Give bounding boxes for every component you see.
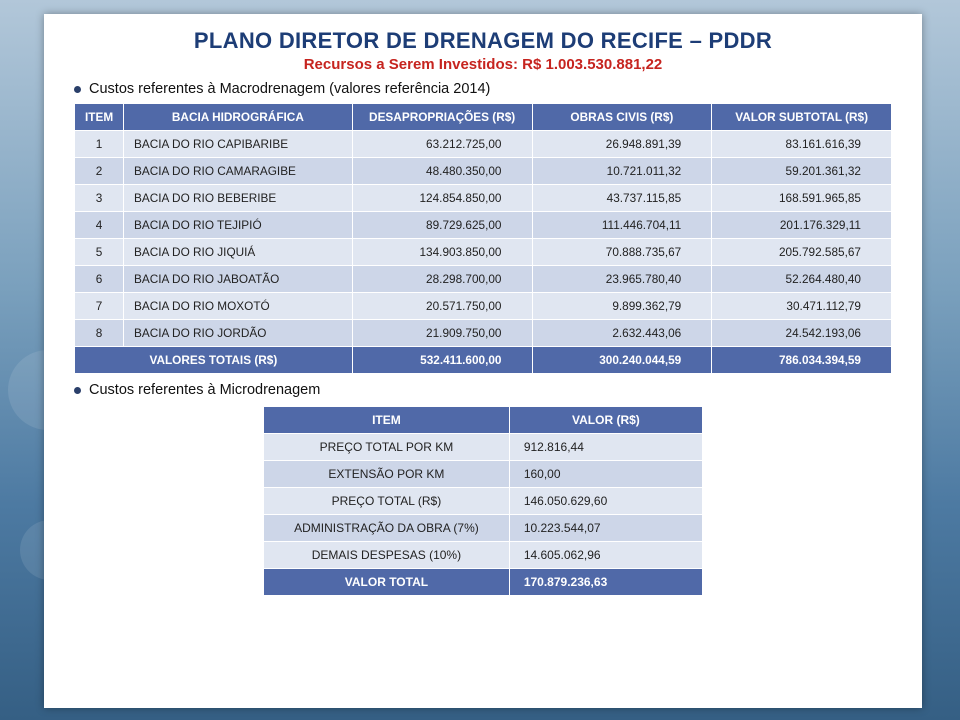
cell-name: BACIA DO RIO JORDÃO — [124, 320, 353, 347]
page-title: PLANO DIRETOR DE DRENAGEM DO RECIFE – PD… — [74, 28, 892, 54]
cell-v3: 168.591.965,85 — [712, 185, 892, 212]
cell-v1: 20.571.750,00 — [352, 293, 532, 320]
table-row: PREÇO TOTAL (R$) 146.050.629,60 — [264, 488, 703, 515]
micro-col-item: ITEM — [264, 407, 510, 434]
macro-bullet-label: Custos referentes à Macrodrenagem (valor… — [89, 81, 490, 97]
cell-v1: 63.212.725,00 — [352, 131, 532, 158]
micro-total-value: 170.879.236,63 — [509, 569, 702, 596]
table-row: 3 BACIA DO RIO BEBERIBE 124.854.850,00 4… — [75, 185, 892, 212]
micro-total-label: VALOR TOTAL — [264, 569, 510, 596]
cell-v1: 134.903.850,00 — [352, 239, 532, 266]
micro-value: 146.050.629,60 — [509, 488, 702, 515]
cell-v3: 24.542.193,06 — [712, 320, 892, 347]
col-desap: DESAPROPRIAÇÕES (R$) — [352, 104, 532, 131]
cell-v3: 201.176.329,11 — [712, 212, 892, 239]
col-basin: BACIA HIDROGRÁFICA — [124, 104, 353, 131]
cell-v1: 28.298.700,00 — [352, 266, 532, 293]
cell-v3: 30.471.112,79 — [712, 293, 892, 320]
table-row: 6 BACIA DO RIO JABOATÃO 28.298.700,00 23… — [75, 266, 892, 293]
cell-item: 8 — [75, 320, 124, 347]
cell-item: 7 — [75, 293, 124, 320]
micro-col-value: VALOR (R$) — [509, 407, 702, 434]
table-row: DEMAIS DESPESAS (10%) 14.605.062,96 — [264, 542, 703, 569]
table-row: ADMINISTRAÇÃO DA OBRA (7%) 10.223.544,07 — [264, 515, 703, 542]
micro-table-wrapper: ITEM VALOR (R$) PREÇO TOTAL POR KM 912.8… — [74, 406, 892, 596]
cell-v1: 89.729.625,00 — [352, 212, 532, 239]
totals-v2: 300.240.044,59 — [532, 347, 712, 374]
cell-v2: 9.899.362,79 — [532, 293, 712, 320]
cell-item: 4 — [75, 212, 124, 239]
cell-v1: 21.909.750,00 — [352, 320, 532, 347]
micro-label: PREÇO TOTAL POR KM — [264, 434, 510, 461]
micro-totals-row: VALOR TOTAL 170.879.236,63 — [264, 569, 703, 596]
cell-item: 5 — [75, 239, 124, 266]
cell-item: 1 — [75, 131, 124, 158]
table-row: 8 BACIA DO RIO JORDÃO 21.909.750,00 2.63… — [75, 320, 892, 347]
micro-value: 912.816,44 — [509, 434, 702, 461]
cell-name: BACIA DO RIO MOXOTÓ — [124, 293, 353, 320]
cell-v2: 111.446.704,11 — [532, 212, 712, 239]
macro-totals-row: VALORES TOTAIS (R$) 532.411.600,00 300.2… — [75, 347, 892, 374]
micro-label: EXTENSÃO POR KM — [264, 461, 510, 488]
macro-bullet: Custos referentes à Macrodrenagem (valor… — [74, 81, 892, 97]
cell-item: 6 — [75, 266, 124, 293]
page-subtitle: Recursos a Serem Investidos: R$ 1.003.53… — [74, 56, 892, 73]
macro-table: ITEM BACIA HIDROGRÁFICA DESAPROPRIAÇÕES … — [74, 103, 892, 374]
col-item: ITEM — [75, 104, 124, 131]
cell-v2: 2.632.443,06 — [532, 320, 712, 347]
col-sub: VALOR SUBTOTAL (R$) — [712, 104, 892, 131]
micro-label: ADMINISTRAÇÃO DA OBRA (7%) — [264, 515, 510, 542]
micro-label: DEMAIS DESPESAS (10%) — [264, 542, 510, 569]
totals-v1: 532.411.600,00 — [352, 347, 532, 374]
cell-v3: 59.201.361,32 — [712, 158, 892, 185]
totals-label: VALORES TOTAIS (R$) — [75, 347, 353, 374]
micro-bullet: Custos referentes à Microdrenagem — [74, 382, 892, 398]
table-row: 1 BACIA DO RIO CAPIBARIBE 63.212.725,00 … — [75, 131, 892, 158]
cell-v3: 52.264.480,40 — [712, 266, 892, 293]
bullet-dot-icon — [74, 86, 81, 93]
table-row: EXTENSÃO POR KM 160,00 — [264, 461, 703, 488]
micro-value: 10.223.544,07 — [509, 515, 702, 542]
cell-item: 2 — [75, 158, 124, 185]
cell-name: BACIA DO RIO JIQUIÁ — [124, 239, 353, 266]
cell-v2: 26.948.891,39 — [532, 131, 712, 158]
micro-bullet-label: Custos referentes à Microdrenagem — [89, 382, 320, 398]
cell-name: BACIA DO RIO TEJIPIÓ — [124, 212, 353, 239]
micro-table-header-row: ITEM VALOR (R$) — [264, 407, 703, 434]
totals-v3: 786.034.394,59 — [712, 347, 892, 374]
cell-name: BACIA DO RIO BEBERIBE — [124, 185, 353, 212]
table-row: 2 BACIA DO RIO CAMARAGIBE 48.480.350,00 … — [75, 158, 892, 185]
micro-value: 160,00 — [509, 461, 702, 488]
cell-v2: 23.965.780,40 — [532, 266, 712, 293]
micro-label: PREÇO TOTAL (R$) — [264, 488, 510, 515]
col-obras: OBRAS CIVIS (R$) — [532, 104, 712, 131]
bullet-dot-icon — [74, 387, 81, 394]
table-row: 7 BACIA DO RIO MOXOTÓ 20.571.750,00 9.89… — [75, 293, 892, 320]
cell-v1: 124.854.850,00 — [352, 185, 532, 212]
table-row: 5 BACIA DO RIO JIQUIÁ 134.903.850,00 70.… — [75, 239, 892, 266]
cell-name: BACIA DO RIO CAPIBARIBE — [124, 131, 353, 158]
table-row: PREÇO TOTAL POR KM 912.816,44 — [264, 434, 703, 461]
cell-item: 3 — [75, 185, 124, 212]
micro-table: ITEM VALOR (R$) PREÇO TOTAL POR KM 912.8… — [263, 406, 703, 596]
cell-v2: 10.721.011,32 — [532, 158, 712, 185]
macro-table-header-row: ITEM BACIA HIDROGRÁFICA DESAPROPRIAÇÕES … — [75, 104, 892, 131]
cell-v2: 43.737.115,85 — [532, 185, 712, 212]
cell-v3: 205.792.585,67 — [712, 239, 892, 266]
cell-name: BACIA DO RIO JABOATÃO — [124, 266, 353, 293]
cell-name: BACIA DO RIO CAMARAGIBE — [124, 158, 353, 185]
page-card: PLANO DIRETOR DE DRENAGEM DO RECIFE – PD… — [44, 14, 922, 708]
cell-v2: 70.888.735,67 — [532, 239, 712, 266]
cell-v1: 48.480.350,00 — [352, 158, 532, 185]
table-row: 4 BACIA DO RIO TEJIPIÓ 89.729.625,00 111… — [75, 212, 892, 239]
micro-value: 14.605.062,96 — [509, 542, 702, 569]
cell-v3: 83.161.616,39 — [712, 131, 892, 158]
